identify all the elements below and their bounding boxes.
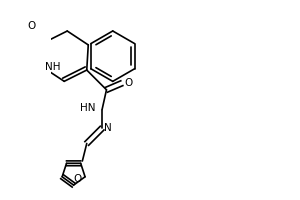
- Text: HN: HN: [80, 103, 95, 113]
- Text: N: N: [104, 123, 112, 133]
- Text: O: O: [74, 174, 82, 184]
- Text: O: O: [28, 21, 36, 31]
- Text: NH: NH: [45, 62, 60, 72]
- Text: O: O: [124, 78, 132, 88]
